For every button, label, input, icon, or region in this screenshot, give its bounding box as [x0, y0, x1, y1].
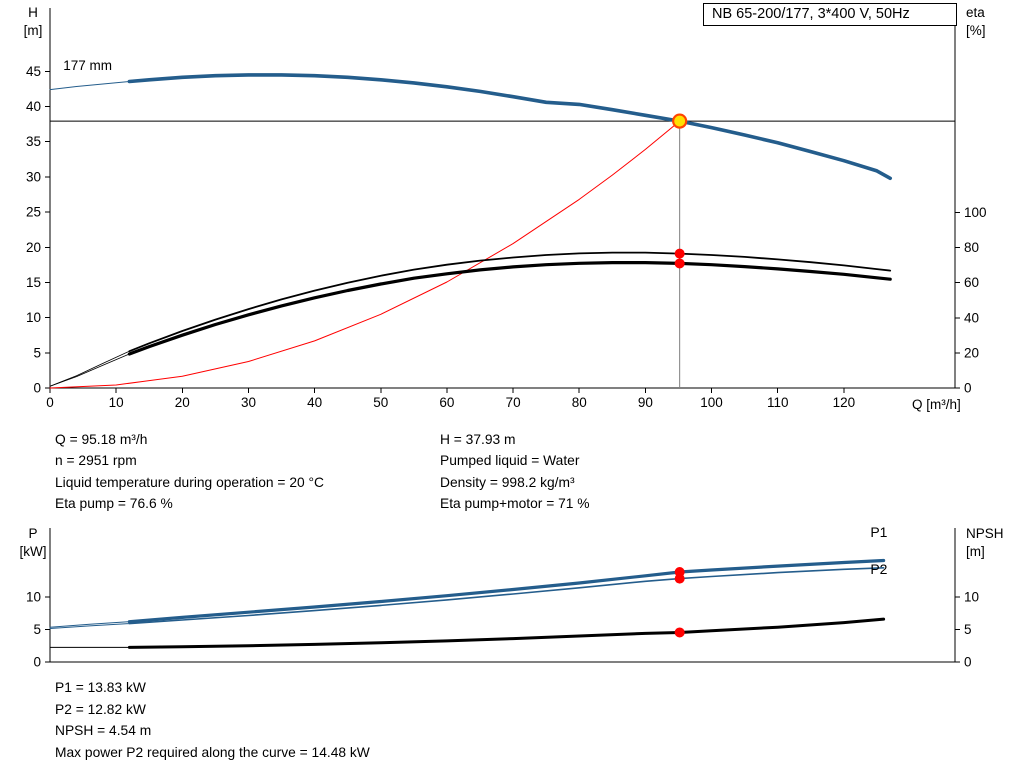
y-left-tick-label: 5	[33, 622, 41, 637]
footer-line-maxp2: Max power P2 required along the curve = …	[55, 744, 370, 760]
eta-pump-motor-curve	[127, 261, 892, 356]
power-y-right-unit: [m]	[966, 544, 985, 559]
info-line-n: n = 2951 rpm	[55, 453, 137, 469]
y-left-tick-label: 30	[26, 169, 41, 184]
info-line-temp: Liquid temperature during operation = 20…	[55, 474, 324, 490]
power-chart[interactable]: P [kW] NPSH [m] 0 5 10 0 5 10 P1 P2	[0, 520, 1024, 680]
x-tick-label: 0	[46, 395, 54, 410]
p2-label: P2	[870, 561, 887, 577]
y-left-tick-label: 0	[33, 655, 41, 670]
info-line-q: Q = 95.18 m³/h	[55, 432, 148, 447]
y-left-tick-label: 15	[26, 275, 41, 290]
x-tick-label: 120	[833, 395, 856, 410]
eta-pump-motor-point	[674, 258, 685, 269]
x-tick-label: 30	[241, 395, 256, 410]
y-left-tick-label: 40	[26, 99, 41, 114]
head-y-right-unit: [%]	[966, 23, 986, 38]
result-text-block: P1 = 13.83 kW P2 = 12.82 kW NPSH = 4.54 …	[55, 677, 370, 763]
info-line-eta-pump: Eta pump = 76.6 %	[55, 495, 173, 511]
p1-lead-in	[49, 621, 130, 628]
power-y-right-name: NPSH	[966, 526, 1004, 541]
x-tick-label: 10	[109, 395, 124, 410]
y-right-tick-label: 100	[964, 205, 987, 220]
y-right-tick-label: 40	[964, 310, 979, 325]
x-tick-label: 20	[175, 395, 190, 410]
impeller-label: 177 mm	[63, 58, 112, 73]
x-tick-label: 80	[572, 395, 587, 410]
footer-line-p2: P2 = 12.82 kW	[55, 701, 146, 717]
y-left-tick-label: 25	[26, 205, 41, 220]
head-y-left-name: H	[28, 5, 38, 20]
info-line-liquid: Pumped liquid = Water	[440, 453, 580, 469]
info-line-density: Density = 998.2 kg/m³	[440, 474, 575, 490]
y-left-tick-label: 10	[26, 589, 41, 604]
x-tick-label: 90	[638, 395, 653, 410]
info-line-h: H = 37.93 m	[440, 432, 516, 447]
x-tick-label: 70	[506, 395, 521, 410]
operating-data-left: Q = 95.18 m³/h n = 2951 rpm Liquid tempe…	[55, 429, 324, 514]
y-right-tick-label: 80	[964, 240, 979, 255]
power-y-left-name: P	[28, 526, 37, 541]
x-tick-label: 50	[373, 395, 388, 410]
system-curve	[49, 120, 681, 389]
eta-pump-point	[674, 248, 685, 259]
y-right-tick-label: 0	[964, 655, 972, 670]
eta-pump-motor-lead-in	[49, 353, 130, 387]
y-left-tick-label: 45	[26, 64, 41, 79]
y-left-tick-label: 10	[26, 310, 41, 325]
pump-curve-177mm	[127, 73, 893, 181]
operating-data-right: H = 37.93 m Pumped liquid = Water Densit…	[440, 429, 590, 514]
footer-line-npsh: NPSH = 4.54 m	[55, 723, 152, 739]
npsh-point	[674, 627, 685, 638]
p1-curve	[127, 558, 886, 624]
y-right-tick-label: 20	[964, 345, 979, 360]
npsh-curve	[127, 617, 886, 649]
head-chart[interactable]: H [m] eta [%] Q [m³/h] 0 10 20 30 40 50 60 70 80…	[0, 0, 1024, 424]
duty-point	[672, 113, 688, 129]
pump-title-box: NB 65-200/177, 3*400 V, 50Hz	[703, 3, 957, 26]
x-tick-label: 60	[439, 395, 454, 410]
info-line-eta-total: Eta pump+motor = 71 %	[440, 495, 590, 511]
x-tick-label: 40	[307, 395, 322, 410]
footer-line-p1: P1 = 13.83 kW	[55, 680, 146, 695]
eta-pump-curve	[128, 251, 892, 353]
x-tick-label: 100	[700, 395, 723, 410]
y-right-tick-label: 5	[964, 622, 972, 637]
pump-curve-lead-in	[49, 81, 130, 91]
p2-lead-in	[49, 623, 130, 629]
y-left-tick-label: 0	[33, 381, 41, 396]
head-x-axis-label: Q [m³/h]	[912, 397, 961, 412]
x-tick-label: 110	[767, 395, 789, 410]
p2-curve	[128, 566, 885, 625]
head-y-right-name: eta	[966, 5, 985, 20]
y-right-tick-label: 0	[964, 381, 972, 396]
y-left-tick-label: 35	[26, 134, 41, 149]
p2-point	[674, 573, 685, 584]
p1-label: P1	[870, 524, 887, 540]
power-y-left-unit: [kW]	[20, 544, 47, 559]
y-left-tick-label: 20	[26, 240, 41, 255]
y-left-tick-label: 5	[33, 345, 41, 360]
head-y-left-unit: [m]	[24, 23, 43, 38]
eta-pump-lead-in	[49, 350, 130, 387]
y-right-tick-label: 60	[964, 275, 979, 290]
y-right-tick-label: 10	[964, 589, 979, 604]
